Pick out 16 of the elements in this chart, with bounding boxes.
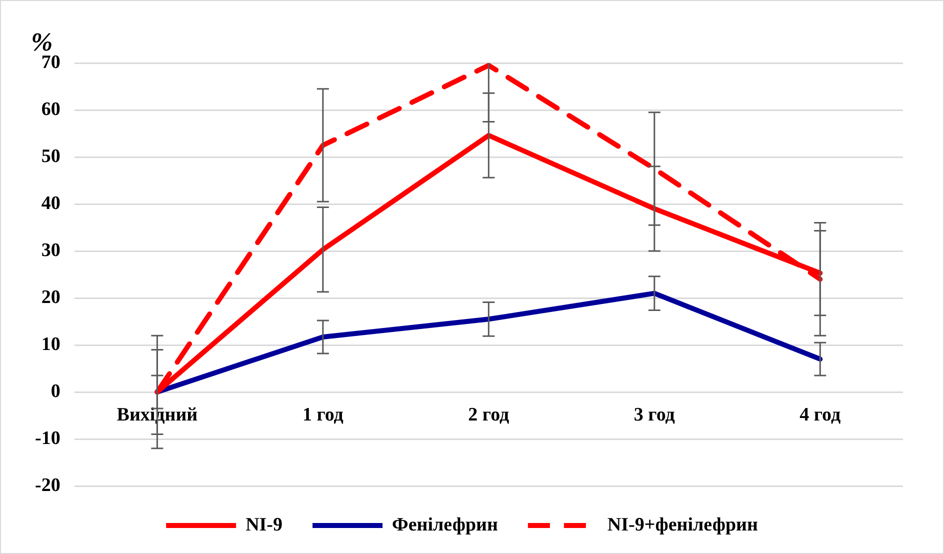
x-tick-label: 4 год [800,404,842,426]
legend-label: NI-9 [246,514,283,536]
x-tick-label: 2 год [468,404,510,426]
y-tick-label: 30 [41,240,60,261]
y-tick-label: 50 [41,146,60,167]
y-tick-label: -10 [35,428,60,449]
legend-label: Фенілефрин [392,514,498,536]
y-tick-label: 20 [41,286,60,308]
y-tick-label: -20 [35,474,60,496]
y-tick-label: 40 [41,192,60,214]
y-tick-label: 60 [41,98,60,120]
y-tick-label: 10 [41,334,60,355]
x-tick-label: 3 год [634,404,676,426]
y-tick-label: 0 [50,380,60,402]
x-tick-label: 1 год [302,404,344,426]
legend-label: NI-9+фенілефрин [607,514,758,536]
